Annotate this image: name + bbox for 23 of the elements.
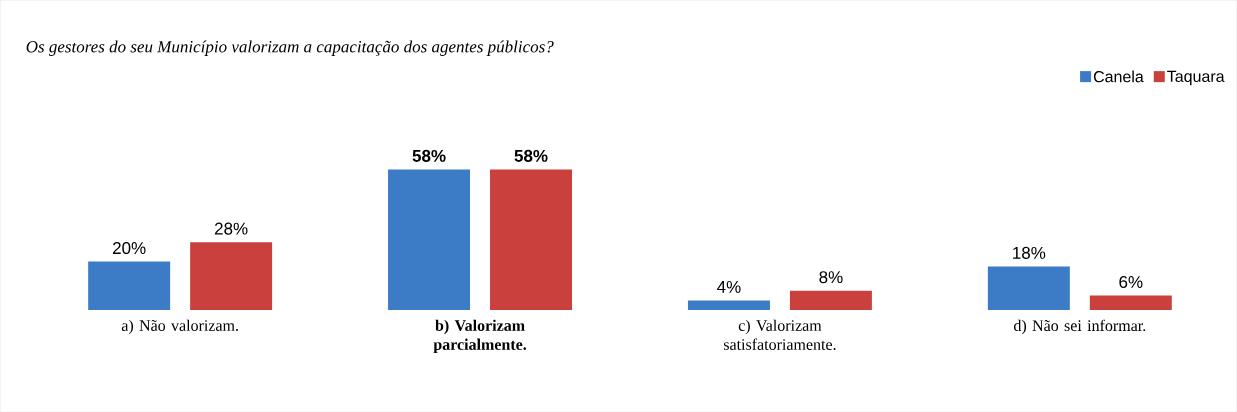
x-tick-label: b) Valorizam parcialmente. [433, 319, 527, 353]
data-label: 4% [717, 280, 741, 293]
data-label: 18% [1013, 246, 1046, 259]
bar [190, 242, 273, 310]
bar [88, 261, 171, 310]
bar [687, 300, 770, 310]
bar [987, 266, 1070, 310]
bar [490, 169, 572, 310]
data-label: 58% [514, 149, 548, 162]
legend-label: Canela [1093, 70, 1144, 83]
chart-title: Os gestores do seu Município valorizam a capacitação dos agentes públicos? [26, 40, 554, 56]
x-tick-label: a) Não valorizam. [121, 319, 238, 334]
bar [388, 169, 471, 310]
data-label: 8% [819, 271, 843, 284]
data-label: 20% [113, 241, 146, 254]
bar [1089, 295, 1172, 310]
legend-label: Taquara [1167, 70, 1225, 86]
bar [789, 290, 872, 310]
data-label: 58% [412, 149, 446, 162]
x-tick-label: c) Valorizam satisfatoriamente. [723, 319, 836, 350]
data-label: 28% [214, 222, 248, 235]
x-tick-label: d) Não sei informar. [1013, 319, 1146, 335]
data-label: 6% [1119, 275, 1143, 288]
